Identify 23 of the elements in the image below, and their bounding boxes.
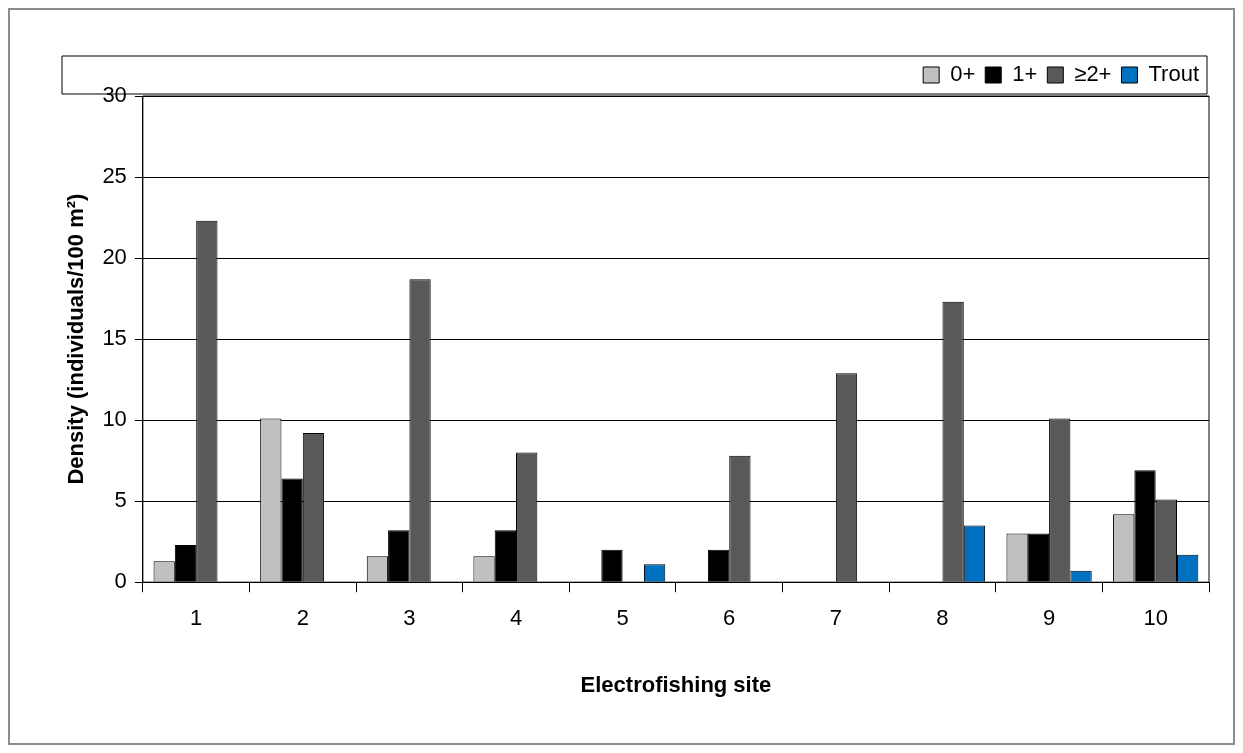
y-tick-label: 30 [102, 82, 127, 108]
y-tick-label: 0 [114, 568, 127, 594]
x-tick-label: 2 [296, 605, 309, 631]
legend-label: Trout [1148, 61, 1199, 87]
y-tick-label: 20 [102, 244, 127, 270]
x-tick-label: 5 [616, 605, 629, 631]
y-tick-label: 25 [102, 163, 127, 189]
x-axis-title: Electrofishing site [580, 671, 772, 697]
x-tick-label: 9 [1042, 605, 1056, 631]
legend-label: 1+ [1012, 61, 1038, 87]
legend-label: ≥2+ [1074, 61, 1112, 87]
x-tick-label: 4 [509, 605, 523, 631]
x-tick-label: 8 [936, 605, 949, 631]
x-tick-label: 10 [1143, 605, 1168, 631]
x-tick-label: 1 [190, 605, 203, 631]
y-tick-label: 10 [102, 406, 127, 432]
x-tick-label: 6 [723, 605, 736, 631]
y-tick-label: 15 [102, 325, 127, 351]
legend-label: 0+ [950, 61, 976, 87]
x-tick-label: 7 [829, 605, 842, 631]
y-tick-label: 5 [114, 487, 127, 513]
x-tick-label: 3 [403, 605, 416, 631]
y-axis-title: Density (individuals/100 m²) [63, 193, 89, 485]
